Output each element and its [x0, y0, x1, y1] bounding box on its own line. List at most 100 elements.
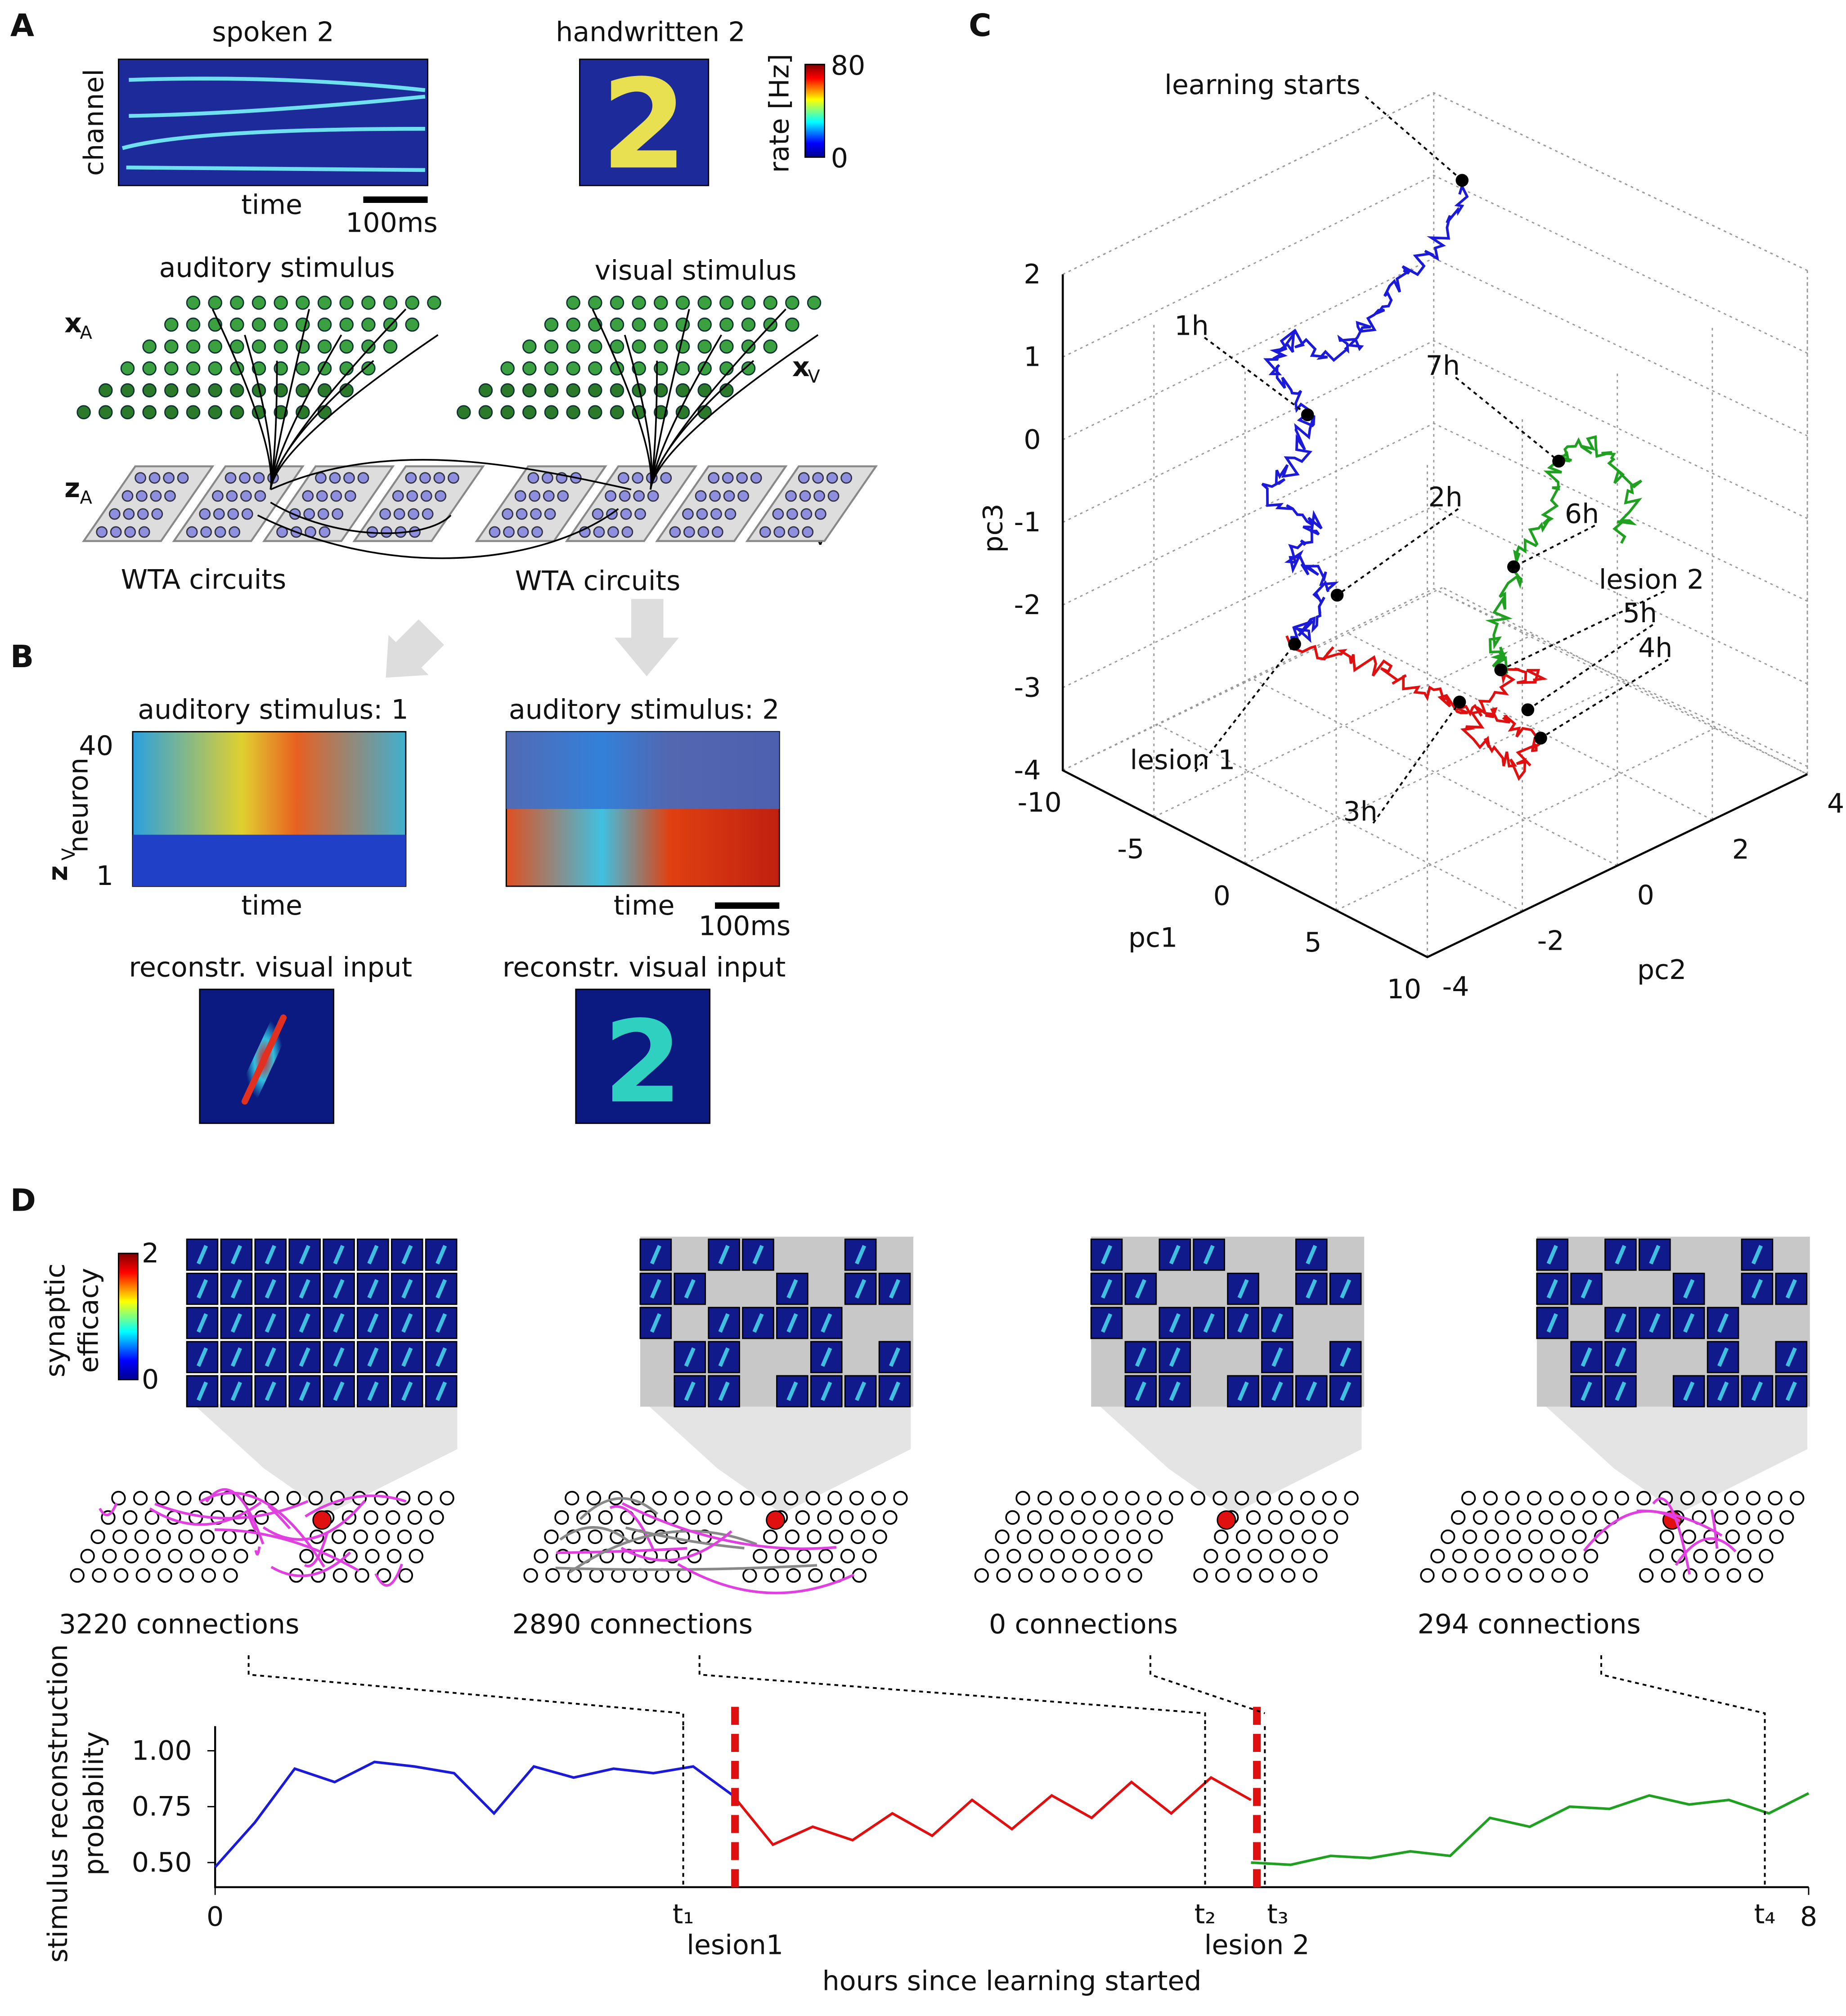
- wta-neuron: [302, 490, 314, 502]
- weight-glyph: [1683, 1279, 1695, 1299]
- connection: [247, 1512, 257, 1531]
- weight-image: [1090, 1239, 1123, 1271]
- weight-glyph: [1683, 1313, 1695, 1333]
- weight-glyph: [1546, 1245, 1558, 1265]
- input-neuron: [763, 296, 777, 310]
- neuron: [1062, 1568, 1077, 1583]
- neuron: [1193, 1568, 1208, 1583]
- wta-neuron: [514, 490, 526, 502]
- weight-glyph: [855, 1381, 867, 1401]
- input-neuron: [339, 317, 354, 332]
- annotation: 3h: [1343, 796, 1377, 827]
- neuron: [407, 1510, 422, 1525]
- connection: [305, 1494, 407, 1518]
- neuron: [1441, 1529, 1455, 1545]
- wta-neuron: [529, 490, 541, 502]
- input-neuron: [186, 383, 201, 398]
- label: x: [64, 308, 82, 339]
- input-neuron: [186, 339, 201, 354]
- colorbar-max: 80: [831, 50, 866, 81]
- annotation: 4h: [1638, 632, 1672, 664]
- neuron: [157, 1568, 172, 1583]
- neuron: [796, 1549, 811, 1563]
- connection: [254, 1546, 261, 1556]
- neuron: [211, 1549, 226, 1563]
- neuron: [1116, 1549, 1131, 1563]
- wta-neuron: [343, 472, 355, 484]
- weight-glyph: [889, 1347, 901, 1367]
- weight-image: [1295, 1272, 1328, 1305]
- wta-neuron: [315, 472, 327, 484]
- neuron: [545, 1568, 560, 1583]
- panel-label: A: [10, 8, 34, 44]
- weight-glyph: [196, 1279, 208, 1299]
- connection: [625, 1527, 745, 1549]
- neuron: [1040, 1568, 1055, 1583]
- neuron: [92, 1568, 107, 1583]
- trajectory-path: [1485, 435, 1643, 674]
- neuron: [1334, 1510, 1348, 1525]
- weight-glyph: [1546, 1279, 1558, 1299]
- weight-image: [1159, 1375, 1191, 1408]
- neuron: [871, 1491, 886, 1506]
- input-neuron: [317, 296, 332, 310]
- neuron: [1301, 1529, 1316, 1545]
- neuron: [1681, 1529, 1696, 1545]
- wta-neuron: [592, 508, 604, 520]
- tick-label: 2: [1732, 834, 1749, 865]
- input-neuron: [741, 317, 756, 332]
- grid-line: [1062, 92, 1808, 275]
- neuron: [398, 1568, 413, 1583]
- tick-label: -10: [1018, 787, 1062, 818]
- neuron: [1256, 1491, 1271, 1506]
- x-tick-label: 0: [207, 1901, 224, 1933]
- input-neuron: [500, 383, 515, 398]
- neuron: [1452, 1549, 1467, 1563]
- tick-label: -2: [1537, 925, 1564, 957]
- neuron: [763, 1529, 778, 1545]
- weight-glyph: [1546, 1313, 1558, 1333]
- neuron: [1639, 1568, 1654, 1583]
- label: A: [80, 488, 93, 508]
- neuron: [829, 1529, 844, 1545]
- input-neuron: [588, 383, 602, 398]
- input-neuron: [230, 405, 244, 420]
- weight-glyph: [1649, 1313, 1661, 1333]
- weight-image: [1159, 1307, 1191, 1339]
- input-neuron: [317, 383, 332, 398]
- neuron: [124, 1549, 139, 1563]
- wta-neuron: [813, 490, 825, 502]
- tick-label: -1: [1014, 507, 1041, 538]
- weight-glyph: [436, 1245, 447, 1265]
- weight-image: [1124, 1272, 1157, 1305]
- input-neuron: [544, 405, 559, 420]
- weight-glyph: [1271, 1381, 1283, 1401]
- y-label: z: [42, 865, 74, 881]
- weight-image: [220, 1272, 253, 1305]
- wta-neuron: [840, 472, 853, 484]
- weight-glyph: [1340, 1279, 1352, 1299]
- weight-glyph: [1237, 1279, 1249, 1299]
- neuron: [1136, 1510, 1151, 1525]
- wta-neuron: [812, 472, 824, 484]
- weight-glyph: [230, 1279, 242, 1299]
- input-neuron: [339, 339, 354, 354]
- wta-neuron: [163, 472, 175, 484]
- wta-neuron: [798, 472, 810, 484]
- connection-count: 294 connections: [1417, 1609, 1640, 1640]
- weight-glyph: [230, 1313, 242, 1333]
- neuron: [1506, 1529, 1521, 1545]
- tick-label: 2: [1024, 259, 1041, 290]
- neuron: [655, 1568, 669, 1583]
- neuron: [995, 1529, 1010, 1545]
- panel-a: A spoken 2 handwritten 2 channel time 10…: [10, 8, 878, 678]
- weight-glyph: [1751, 1381, 1763, 1401]
- weight-glyph: [1683, 1381, 1695, 1401]
- neuron: [286, 1491, 301, 1506]
- input-neuron: [741, 296, 756, 310]
- wta-neuron: [605, 490, 617, 502]
- neuron: [90, 1529, 105, 1545]
- neuron: [974, 1568, 989, 1583]
- wta-neuron: [814, 508, 826, 520]
